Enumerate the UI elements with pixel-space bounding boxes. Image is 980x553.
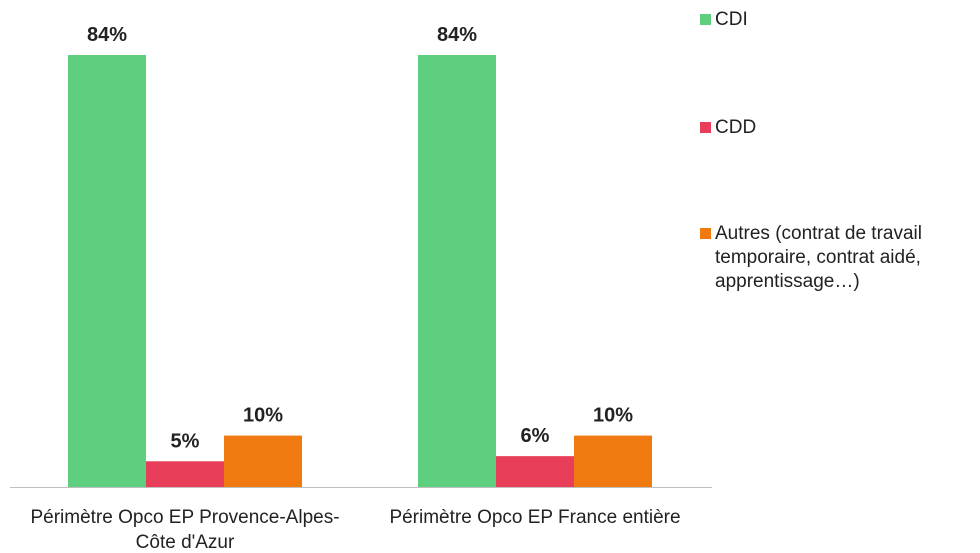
data-label: 84% (437, 24, 477, 46)
legend-label: CDD (715, 117, 757, 138)
legend-item: Autres (contrat de travail temporaire, c… (700, 222, 980, 294)
legend-item: CDI (700, 8, 980, 32)
x-tick-label: Périmètre Opco EP Provence-Alpes-Côte d'… (30, 507, 340, 553)
x-tick-label: Périmètre Opco EP France entière (389, 507, 681, 528)
bar (224, 435, 302, 487)
data-label: 84% (87, 24, 127, 46)
legend-label: CDI (715, 9, 748, 30)
bar (146, 461, 224, 487)
bar (418, 55, 496, 487)
legend-swatch (700, 228, 711, 239)
data-label: 10% (243, 405, 283, 427)
data-label: 10% (593, 405, 633, 427)
data-label: 5% (171, 430, 200, 452)
bar (574, 435, 652, 487)
legend-swatch (700, 14, 711, 25)
legend-swatch (700, 122, 711, 133)
legend-label: Autres (contrat de travail temporaire, c… (715, 223, 922, 292)
bar (68, 55, 146, 487)
legend-item: CDD (700, 116, 980, 140)
data-label: 6% (521, 425, 550, 447)
bar (496, 456, 574, 487)
